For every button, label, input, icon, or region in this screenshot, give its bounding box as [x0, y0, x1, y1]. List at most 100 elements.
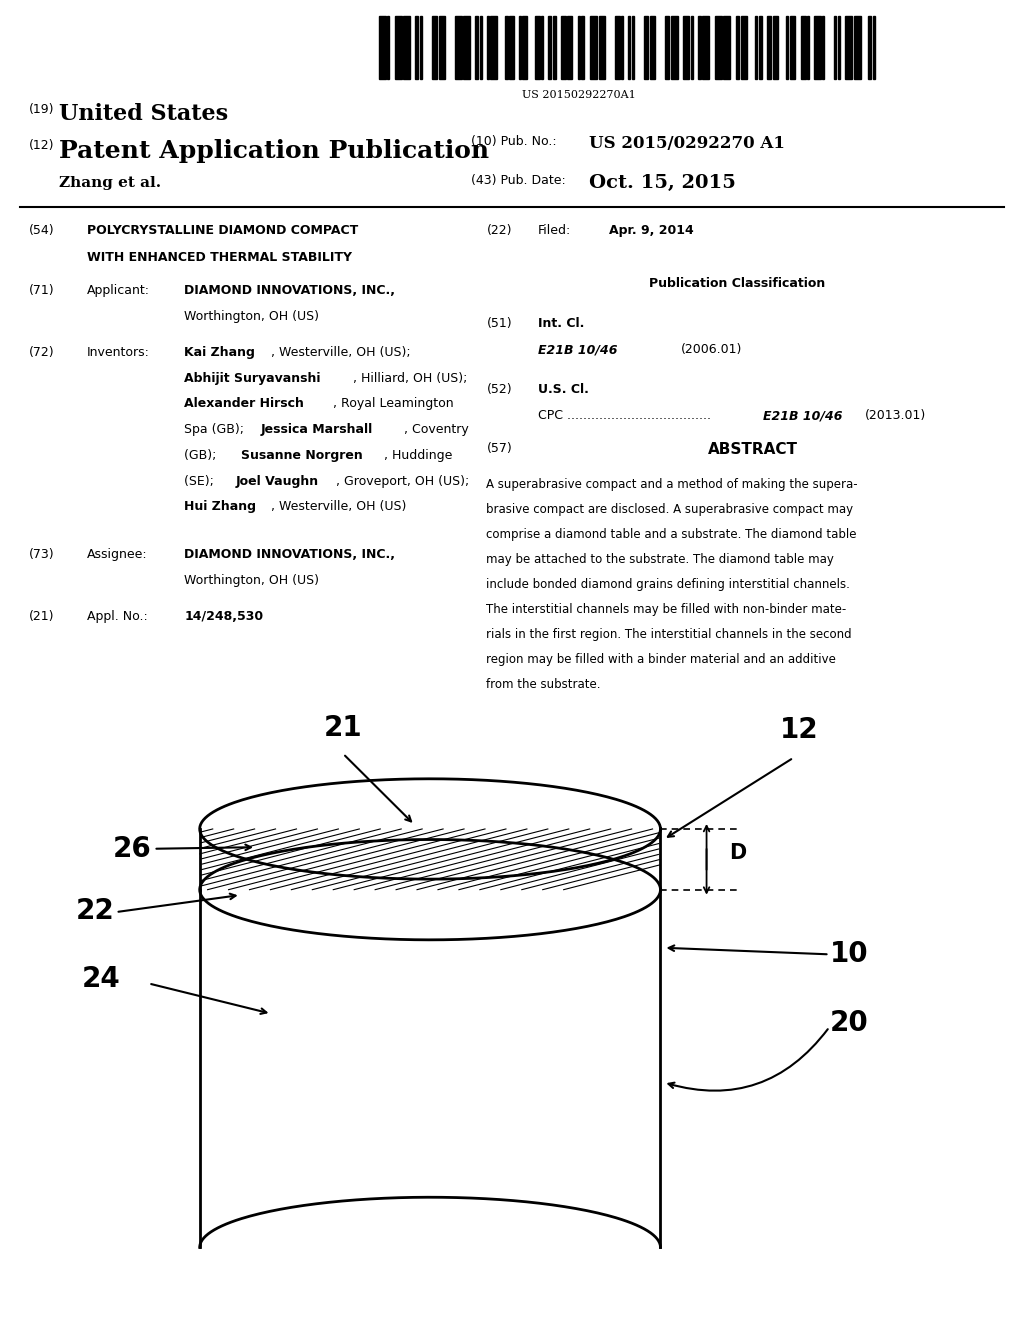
Text: Assignee:: Assignee:: [87, 548, 147, 561]
Bar: [519, 16, 521, 79]
Text: , Groveport, OH (US);: , Groveport, OH (US);: [336, 475, 469, 487]
Bar: [420, 16, 423, 79]
Text: A superabrasive compact and a method of making the supera-: A superabrasive compact and a method of …: [486, 478, 858, 491]
Text: 26: 26: [113, 834, 152, 863]
Text: Filed:: Filed:: [538, 224, 570, 238]
Bar: [854, 16, 860, 79]
Text: ABSTRACT: ABSTRACT: [708, 442, 798, 457]
Text: (10) Pub. No.:: (10) Pub. No.:: [471, 135, 557, 148]
Text: (71): (71): [29, 284, 54, 297]
Text: 12: 12: [780, 717, 819, 744]
Bar: [665, 16, 670, 79]
Text: E21B 10/46: E21B 10/46: [763, 409, 843, 422]
Text: , Westerville, OH (US): , Westerville, OH (US): [271, 500, 407, 513]
Text: (22): (22): [486, 224, 512, 238]
Bar: [801, 16, 806, 79]
Text: comprise a diamond table and a substrate. The diamond table: comprise a diamond table and a substrate…: [486, 528, 857, 541]
Text: (51): (51): [486, 317, 512, 330]
Text: Worthington, OH (US): Worthington, OH (US): [184, 574, 319, 587]
Bar: [715, 16, 722, 79]
Text: Hui Zhang: Hui Zhang: [184, 500, 256, 513]
Bar: [671, 16, 678, 79]
Bar: [582, 16, 585, 79]
Bar: [702, 16, 709, 79]
Text: U.S. Cl.: U.S. Cl.: [538, 383, 589, 396]
Text: , Huddinge: , Huddinge: [384, 449, 453, 462]
Bar: [846, 16, 852, 79]
Text: Jessica Marshall: Jessica Marshall: [261, 422, 374, 436]
Bar: [505, 16, 508, 79]
Text: 24: 24: [82, 965, 121, 994]
Bar: [736, 16, 739, 79]
Text: Inventors:: Inventors:: [87, 346, 150, 359]
Bar: [561, 16, 565, 79]
Bar: [509, 16, 514, 79]
Text: (73): (73): [29, 548, 54, 561]
Bar: [522, 16, 527, 79]
Bar: [387, 16, 389, 79]
Text: Kai Zhang: Kai Zhang: [184, 346, 255, 359]
Text: Abhijit Suryavanshi: Abhijit Suryavanshi: [184, 372, 321, 384]
Text: (54): (54): [29, 224, 54, 238]
Text: The interstitial channels may be filled with non-binder mate-: The interstitial channels may be filled …: [486, 603, 847, 616]
Text: CPC ....................................: CPC ....................................: [538, 409, 711, 422]
Text: Worthington, OH (US): Worthington, OH (US): [184, 310, 319, 323]
Text: Patent Application Publication: Patent Application Publication: [59, 139, 489, 162]
Text: E21B 10/46: E21B 10/46: [538, 343, 617, 356]
Bar: [822, 16, 824, 79]
Bar: [767, 16, 771, 79]
Text: from the substrate.: from the substrate.: [486, 678, 601, 692]
Bar: [379, 16, 386, 79]
Text: US 20150292270A1: US 20150292270A1: [521, 90, 636, 100]
Text: region may be filled with a binder material and an additive: region may be filled with a binder mater…: [486, 653, 837, 667]
Bar: [773, 16, 777, 79]
Bar: [785, 16, 788, 79]
Text: , Hilliard, OH (US);: , Hilliard, OH (US);: [353, 372, 468, 384]
Bar: [807, 16, 809, 79]
Bar: [590, 16, 597, 79]
Bar: [755, 16, 757, 79]
Bar: [464, 16, 470, 79]
Bar: [632, 16, 634, 79]
Text: 20: 20: [829, 1008, 868, 1038]
Text: brasive compact are disclosed. A superabrasive compact may: brasive compact are disclosed. A superab…: [486, 503, 854, 516]
Text: WITH ENHANCED THERMAL STABILITY: WITH ENHANCED THERMAL STABILITY: [87, 251, 352, 264]
Bar: [622, 16, 624, 79]
Text: , Westerville, OH (US);: , Westerville, OH (US);: [271, 346, 411, 359]
Bar: [456, 16, 462, 79]
Text: , Royal Leamington: , Royal Leamington: [333, 397, 454, 411]
Bar: [549, 16, 551, 79]
Text: (12): (12): [29, 139, 54, 152]
Bar: [415, 16, 418, 79]
Bar: [644, 16, 648, 79]
Bar: [683, 16, 689, 79]
Text: (72): (72): [29, 346, 54, 359]
Bar: [615, 16, 620, 79]
Text: (52): (52): [486, 383, 512, 396]
Text: may be attached to the substrate. The diamond table may: may be attached to the substrate. The di…: [486, 553, 835, 566]
Bar: [868, 16, 871, 79]
Text: 14/248,530: 14/248,530: [184, 610, 263, 623]
Text: Susanne Norgren: Susanne Norgren: [241, 449, 362, 462]
Text: , Coventry: , Coventry: [404, 422, 469, 436]
Text: Oct. 15, 2015: Oct. 15, 2015: [589, 174, 735, 193]
Text: Apr. 9, 2014: Apr. 9, 2014: [609, 224, 694, 238]
Text: (2013.01): (2013.01): [865, 409, 927, 422]
Bar: [814, 16, 821, 79]
Text: Alexander Hirsch: Alexander Hirsch: [184, 397, 304, 411]
Bar: [578, 16, 580, 79]
Bar: [475, 16, 478, 79]
Text: DIAMOND INNOVATIONS, INC.,: DIAMOND INNOVATIONS, INC.,: [184, 284, 395, 297]
Text: (2006.01): (2006.01): [681, 343, 742, 356]
Text: (21): (21): [29, 610, 54, 623]
Bar: [567, 16, 572, 79]
Bar: [723, 16, 730, 79]
Bar: [490, 16, 497, 79]
Bar: [629, 16, 631, 79]
Text: Appl. No.:: Appl. No.:: [87, 610, 147, 623]
Text: Applicant:: Applicant:: [87, 284, 151, 297]
Bar: [872, 16, 874, 79]
Bar: [403, 16, 410, 79]
Text: rials in the first region. The interstitial channels in the second: rials in the first region. The interstit…: [486, 628, 852, 642]
Text: (SE);: (SE);: [184, 475, 218, 487]
